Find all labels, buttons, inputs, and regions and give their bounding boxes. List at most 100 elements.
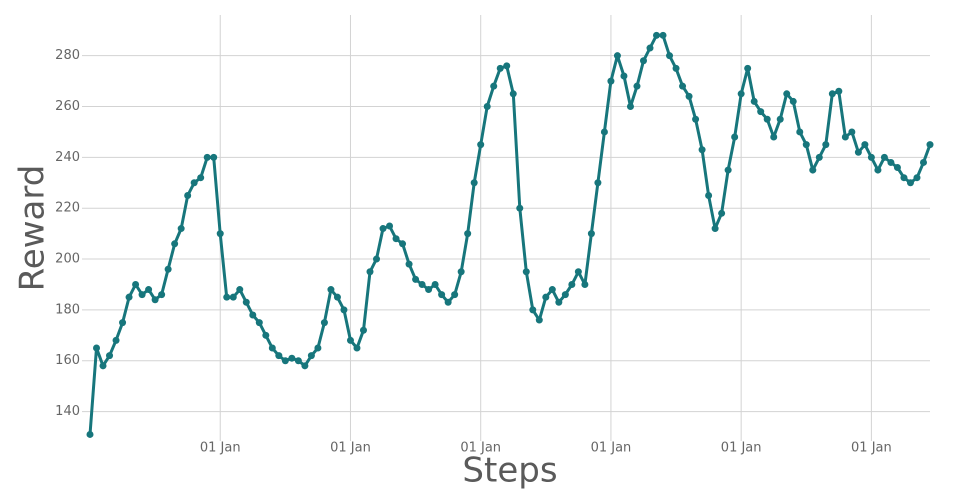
y-tick-label: 200 [55, 252, 80, 267]
y-tick-label: 240 [55, 150, 80, 165]
point [919, 158, 927, 166]
point [724, 166, 732, 174]
x-tick-label: 01 Jan [200, 441, 241, 456]
point [809, 166, 817, 174]
point [86, 430, 94, 438]
point [151, 296, 159, 304]
point [600, 128, 608, 136]
point [425, 286, 433, 294]
point [255, 319, 263, 327]
point [783, 90, 791, 98]
x-tick-label: 01 Jan [460, 441, 501, 456]
point [431, 280, 439, 288]
point [822, 141, 830, 149]
point [359, 326, 367, 334]
point [457, 268, 465, 276]
point [900, 174, 908, 182]
point [353, 344, 361, 352]
y-tick-label: 260 [55, 99, 80, 114]
y-tick-label: 180 [55, 302, 80, 317]
point [666, 52, 674, 60]
point [99, 362, 107, 370]
point [412, 275, 420, 283]
point [867, 153, 875, 161]
point [294, 357, 302, 365]
point [399, 240, 407, 248]
point [555, 298, 563, 306]
point [692, 115, 700, 123]
point [763, 115, 771, 123]
line [88, 33, 932, 435]
point [574, 268, 582, 276]
point [177, 225, 185, 233]
x-tick-label: 01 Jan [591, 441, 632, 456]
point [561, 291, 569, 299]
point [125, 293, 133, 301]
y-tick-label: 280 [55, 48, 80, 63]
point [379, 225, 387, 233]
point [164, 265, 172, 273]
point [613, 52, 621, 60]
point [718, 209, 726, 217]
point [581, 280, 589, 288]
point [653, 31, 661, 39]
point [223, 293, 231, 301]
point [366, 268, 374, 276]
point [705, 191, 713, 199]
point [268, 344, 276, 352]
point [548, 286, 556, 294]
point [770, 133, 778, 141]
point [913, 174, 921, 182]
point [659, 31, 667, 39]
point [835, 87, 843, 95]
point [685, 92, 693, 100]
point [119, 319, 127, 327]
point [444, 298, 452, 306]
point [503, 62, 511, 70]
point [893, 164, 901, 172]
point [327, 286, 335, 294]
point [314, 344, 322, 352]
y-tick-label: 220 [55, 201, 80, 216]
point [509, 90, 517, 98]
point [451, 291, 459, 299]
point [750, 97, 758, 105]
point [236, 286, 244, 294]
point [542, 293, 550, 301]
point [633, 82, 641, 90]
x-tick-label: 01 Jan [851, 441, 892, 456]
point [568, 280, 576, 288]
point [529, 306, 537, 314]
point [229, 293, 237, 301]
point [106, 352, 114, 360]
point [386, 222, 394, 230]
point [262, 331, 270, 339]
point [535, 316, 543, 324]
point [392, 235, 400, 243]
point [496, 64, 504, 72]
point [679, 82, 687, 90]
point [646, 44, 654, 52]
point [190, 179, 198, 187]
point [828, 90, 836, 98]
point [184, 191, 192, 199]
x-axis-title: Steps [462, 451, 557, 491]
point [203, 153, 211, 161]
point [744, 64, 752, 72]
point [438, 291, 446, 299]
point [796, 128, 804, 136]
point [711, 225, 719, 233]
point [275, 352, 283, 360]
point [906, 179, 914, 187]
point [307, 352, 315, 360]
point [93, 344, 101, 352]
point [854, 148, 862, 156]
point [594, 179, 602, 187]
x-tick-label: 01 Jan [330, 441, 371, 456]
point [587, 230, 595, 238]
point [789, 97, 797, 105]
point [672, 64, 680, 72]
point [249, 311, 257, 319]
point [731, 133, 739, 141]
